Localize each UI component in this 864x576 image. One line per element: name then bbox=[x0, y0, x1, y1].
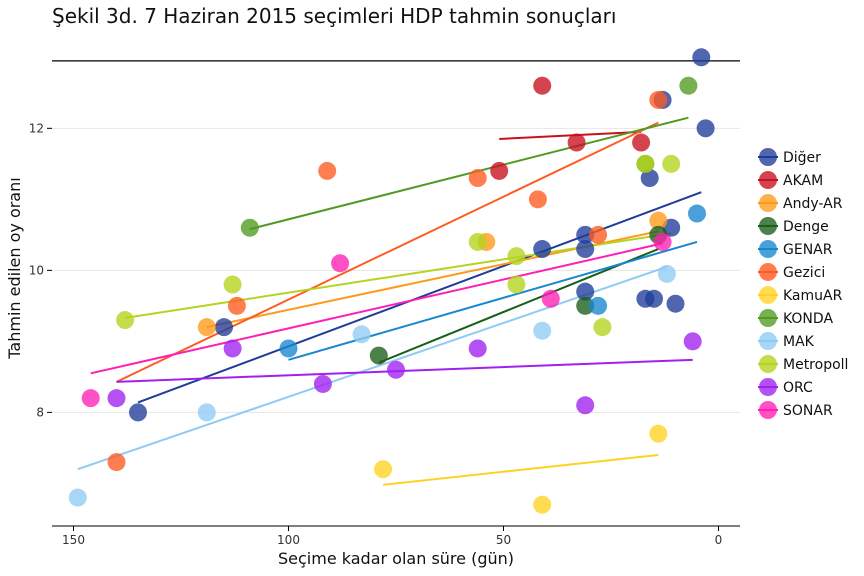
data-point-konda bbox=[679, 76, 698, 95]
x-tick-label: 0 bbox=[715, 533, 723, 547]
data-point-orc bbox=[313, 374, 332, 393]
legend-label: Andy-AR bbox=[783, 196, 843, 212]
data-point-diğer bbox=[576, 225, 595, 244]
data-point-genar bbox=[688, 204, 706, 223]
data-point-akam bbox=[632, 133, 651, 152]
data-point-metropoll bbox=[468, 232, 487, 251]
trend-line-mak bbox=[77, 265, 668, 471]
data-point-metropoll bbox=[116, 311, 135, 330]
data-point-diğer bbox=[692, 48, 711, 67]
legend-label: Diğer bbox=[783, 150, 821, 166]
data-point-andy-ar bbox=[649, 211, 668, 230]
axes: 150 100 50 0 8 10 12 bbox=[29, 121, 740, 547]
data-point-diğer bbox=[129, 403, 147, 422]
legend-label: Denge bbox=[783, 219, 829, 235]
data-point-orc bbox=[576, 396, 595, 415]
data-point-mak bbox=[657, 264, 676, 283]
data-point-orc bbox=[107, 389, 126, 408]
data-point-orc bbox=[387, 360, 405, 379]
data-point-diğer bbox=[640, 169, 659, 188]
data-point-mak bbox=[68, 488, 87, 507]
data-point-konda bbox=[240, 218, 259, 237]
legend-label: KamuAR bbox=[783, 288, 843, 304]
data-point-denge bbox=[576, 296, 595, 315]
data-point-gezici bbox=[107, 453, 126, 472]
data-points bbox=[68, 48, 715, 514]
x-axis-title: Seçime kadar olan süre (gün) bbox=[278, 549, 514, 568]
trend-line-konda bbox=[249, 116, 689, 231]
data-point-genar bbox=[589, 296, 608, 315]
data-point-denge bbox=[369, 346, 388, 365]
data-point-diğer bbox=[696, 119, 715, 138]
data-point-diğer bbox=[666, 294, 685, 313]
data-point-akam bbox=[567, 133, 586, 152]
data-point-sonar bbox=[81, 389, 100, 408]
data-point-gezici bbox=[227, 296, 246, 315]
data-point-genar bbox=[279, 339, 298, 358]
trend-line-akam bbox=[499, 130, 642, 140]
data-point-gezici bbox=[649, 90, 668, 109]
y-axis-title: Tahmin edilen oy oranı bbox=[5, 177, 24, 359]
data-point-gezici bbox=[318, 161, 337, 180]
data-point-metropoll bbox=[507, 275, 526, 294]
x-tick-label: 150 bbox=[62, 533, 85, 547]
legend-label: GENAR bbox=[783, 242, 833, 258]
trend-line-gezici bbox=[116, 121, 659, 383]
x-tick-label: 100 bbox=[277, 533, 300, 547]
chart-title: Şekil 3d. 7 Haziran 2015 seçimleri HDP t… bbox=[52, 4, 617, 28]
data-point-orc bbox=[223, 339, 242, 358]
data-point-diğer bbox=[576, 282, 595, 301]
data-point-metropoll bbox=[636, 154, 655, 173]
y-tick-label: 8 bbox=[36, 405, 44, 419]
data-point-andy-ar bbox=[197, 318, 216, 337]
data-point-mak bbox=[197, 403, 216, 422]
legend: Diğer AKAM Andy-AR Denge GENAR Gezici KamuAR KO… bbox=[758, 148, 848, 419]
x-tick-label: 50 bbox=[496, 533, 511, 547]
data-point-mak bbox=[352, 325, 371, 344]
legend-label: Metropoll bbox=[783, 357, 848, 373]
data-point-metropoll bbox=[507, 247, 526, 266]
data-point-gezici bbox=[589, 225, 608, 244]
data-point-gezici bbox=[468, 169, 487, 188]
data-point-diğer bbox=[576, 240, 595, 259]
data-point-metropoll bbox=[223, 275, 242, 294]
data-point-diğer bbox=[533, 240, 552, 259]
trend-line-diğer bbox=[137, 191, 702, 404]
y-tick-label: 10 bbox=[29, 263, 44, 277]
trend-line-sonar bbox=[90, 242, 663, 375]
data-point-kamuar bbox=[649, 424, 668, 443]
legend-label: SONAR bbox=[783, 403, 833, 419]
data-point-kamuar bbox=[374, 460, 393, 479]
data-point-sonar bbox=[331, 254, 350, 273]
gridlines bbox=[52, 127, 740, 413]
data-point-metropoll bbox=[662, 154, 681, 173]
trend-line-kamuar bbox=[382, 453, 659, 486]
data-point-gezici bbox=[528, 190, 547, 209]
trend-line-genar bbox=[288, 240, 698, 361]
legend-label: MAK bbox=[783, 334, 815, 350]
data-point-mak bbox=[533, 321, 552, 340]
data-point-diğer bbox=[636, 289, 655, 308]
legend-label: ORC bbox=[783, 380, 813, 396]
legend-label: AKAM bbox=[783, 173, 823, 189]
data-point-metropoll bbox=[593, 318, 612, 337]
trend-lines bbox=[77, 116, 702, 486]
trend-line-denge bbox=[378, 248, 659, 364]
data-point-akam bbox=[533, 76, 552, 95]
data-point-akam bbox=[490, 161, 509, 180]
data-point-kamuar bbox=[533, 495, 552, 514]
legend-label: Gezici bbox=[783, 265, 825, 281]
data-point-sonar bbox=[653, 232, 672, 251]
data-point-orc bbox=[468, 339, 487, 358]
data-point-sonar bbox=[541, 289, 560, 308]
data-point-orc bbox=[683, 332, 702, 351]
data-point-diğer bbox=[215, 318, 233, 337]
y-tick-label: 12 bbox=[29, 121, 44, 135]
legend-label: KONDA bbox=[783, 311, 833, 327]
